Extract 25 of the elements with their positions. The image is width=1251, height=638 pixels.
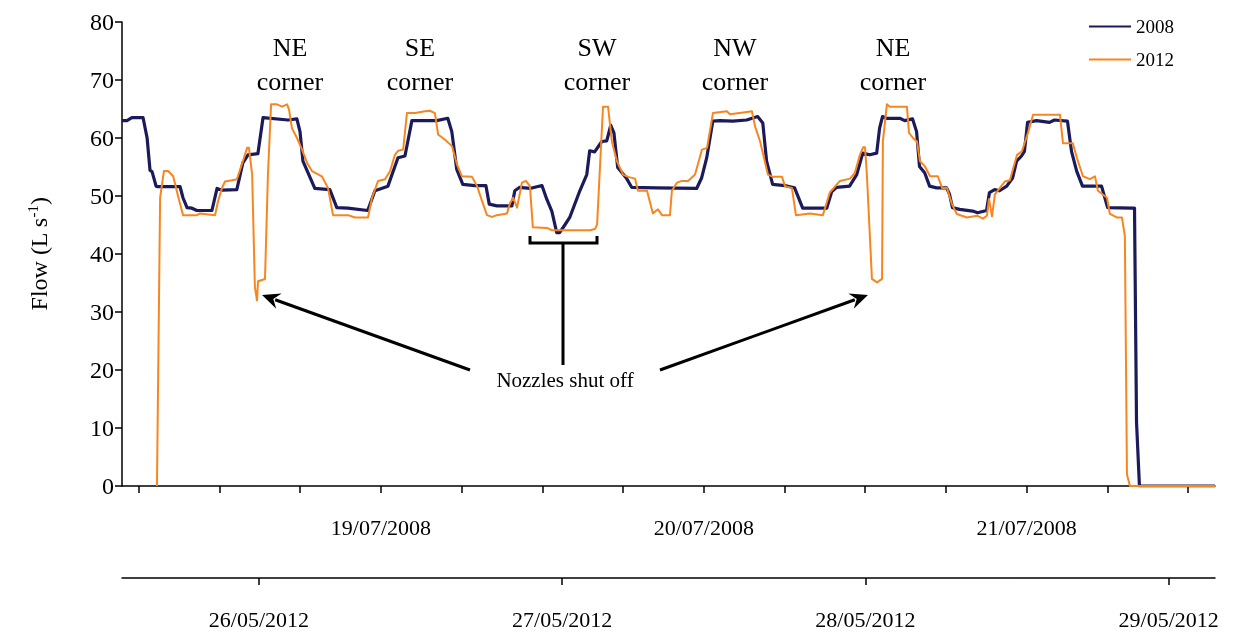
x-tick-label: 19/07/2008 (330, 514, 432, 540)
y-tick-label: 40 (90, 241, 114, 267)
y-tick-label: 30 (90, 299, 114, 325)
y-tick-label: 70 (90, 67, 114, 93)
y-tick-label: 50 (90, 183, 114, 209)
y-axis-title: Flow (L s-1) (24, 197, 52, 311)
y-tick-label: 0 (102, 473, 114, 499)
legend-label: 2012 (1136, 49, 1174, 70)
legend-label: 2008 (1136, 16, 1174, 37)
x2-tick-label: 27/05/2012 (512, 606, 613, 632)
annotation: Nozzles shut off (496, 368, 634, 392)
y-tick-label: 20 (90, 357, 114, 383)
x2-tick-label: 29/05/2012 (1118, 606, 1219, 632)
annotation: NW corner (701, 32, 769, 96)
y-tick-label: 60 (90, 125, 114, 151)
y-tick-label: 10 (90, 415, 114, 441)
x2-tick-label: 26/05/2012 (208, 606, 310, 632)
x-tick-label: 21/07/2008 (976, 514, 1077, 540)
x2-tick-label: 28/05/2012 (815, 606, 916, 632)
annotation: SW corner (563, 32, 631, 96)
annotation: NE corner (859, 32, 927, 96)
annotation: NE corner (256, 32, 324, 96)
y-tick-label: 80 (90, 9, 114, 35)
annotation: SE corner (386, 32, 454, 96)
x-tick-label: 20/07/2008 (653, 514, 754, 540)
